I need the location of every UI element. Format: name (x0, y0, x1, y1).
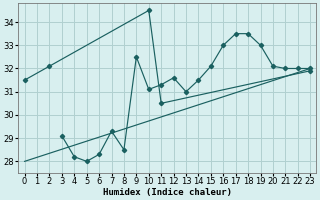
X-axis label: Humidex (Indice chaleur): Humidex (Indice chaleur) (103, 188, 232, 197)
